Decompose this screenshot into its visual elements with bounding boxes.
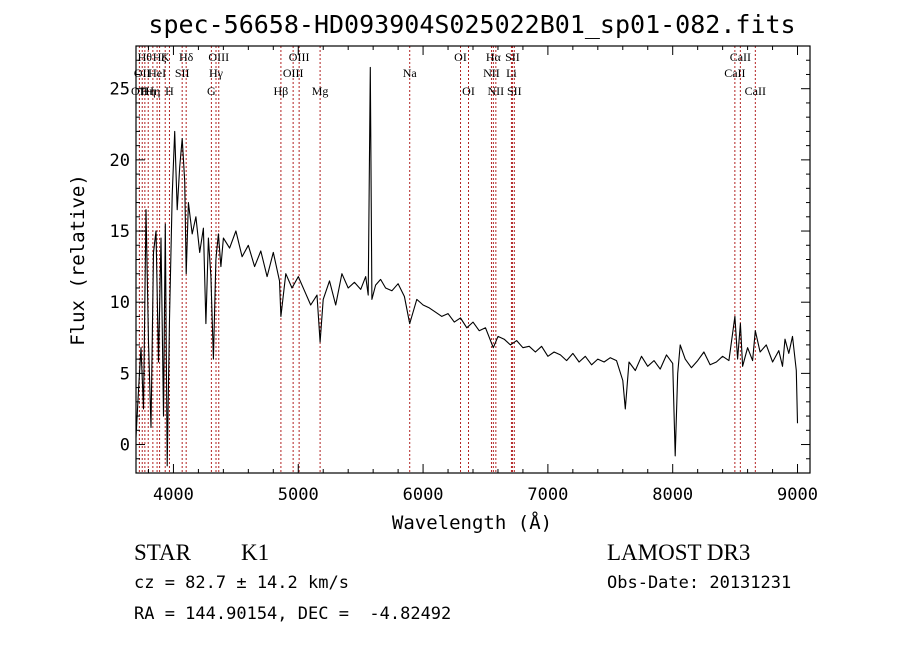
line-marker-label: Hδ: [179, 50, 194, 64]
line-marker-label: SII: [175, 66, 190, 80]
obs-date-text: Obs-Date: 20131231: [607, 573, 791, 593]
line-marker-label: NII: [483, 66, 500, 80]
spectral-line-markers: [139, 46, 755, 473]
line-marker-label: Hγ: [209, 66, 224, 80]
x-tick-label: 9000: [777, 485, 818, 505]
line-marker-label: OI: [454, 50, 467, 64]
line-marker-label: SII: [505, 50, 520, 64]
line-marker-label: Hα: [486, 50, 502, 64]
y-axis-ticks: 0 5 10 15 20 25: [110, 60, 810, 459]
line-marker-label: CaII: [745, 84, 766, 98]
x-axis-ticks: 4000 5000 6000 7000 8000 9000: [148, 46, 818, 505]
line-marker-label: Hη: [145, 84, 160, 98]
survey-name: LAMOST DR3: [607, 540, 750, 565]
x-axis-label: Wavelength (Å): [392, 511, 552, 534]
line-marker-label: CaII: [730, 50, 751, 64]
line-marker-label: K: [161, 50, 170, 64]
line-marker-label: Hβ: [274, 84, 289, 98]
line-marker-label: HeI: [148, 66, 166, 80]
line-marker-label: G: [207, 84, 216, 98]
x-tick-label: 5000: [278, 485, 319, 505]
y-axis-label: Flux (relative): [67, 174, 89, 346]
x-tick-label: 7000: [527, 485, 568, 505]
y-tick-label: 15: [110, 222, 130, 242]
coordinates-text: RA = 144.90154, DEC = -4.82492: [134, 604, 451, 624]
spectrum-line: [136, 67, 798, 466]
x-tick-label: 4000: [153, 485, 194, 505]
y-tick-label: 20: [110, 151, 130, 171]
y-tick-label: 25: [110, 80, 130, 100]
line-marker-label: H: [165, 84, 174, 98]
line-marker-label: OI: [462, 84, 475, 98]
line-marker-label: OIII: [208, 50, 229, 64]
chart-title: spec-56658-HD093904S025022B01_sp01-082.f…: [148, 10, 795, 39]
line-marker-label: CaII: [724, 66, 745, 80]
x-tick-label: 6000: [403, 485, 444, 505]
spectral-line-labels: OIIOIIHθHηHηHeIHζKHSIIHδGHγOIIIHβOIIIOII…: [131, 50, 766, 98]
line-marker-label: NII: [488, 84, 505, 98]
line-marker-label: Hθ: [138, 50, 153, 64]
y-tick-label: 0: [120, 436, 130, 456]
y-tick-label: 10: [110, 293, 130, 313]
redshift-text: cz = 82.7 ± 14.2 km/s: [134, 573, 349, 593]
line-marker-label: Mg: [312, 84, 329, 98]
line-marker-label: SII: [507, 84, 522, 98]
line-marker-label: Na: [403, 66, 418, 80]
object-class: STAR: [134, 540, 192, 565]
plot-frame: [136, 46, 810, 473]
line-marker-label: OIII: [289, 50, 310, 64]
x-tick-label: 8000: [652, 485, 693, 505]
line-marker-label: Li: [506, 66, 517, 80]
y-tick-label: 5: [120, 364, 130, 384]
object-subclass: K1: [241, 540, 269, 565]
line-marker-label: OIII: [283, 66, 304, 80]
